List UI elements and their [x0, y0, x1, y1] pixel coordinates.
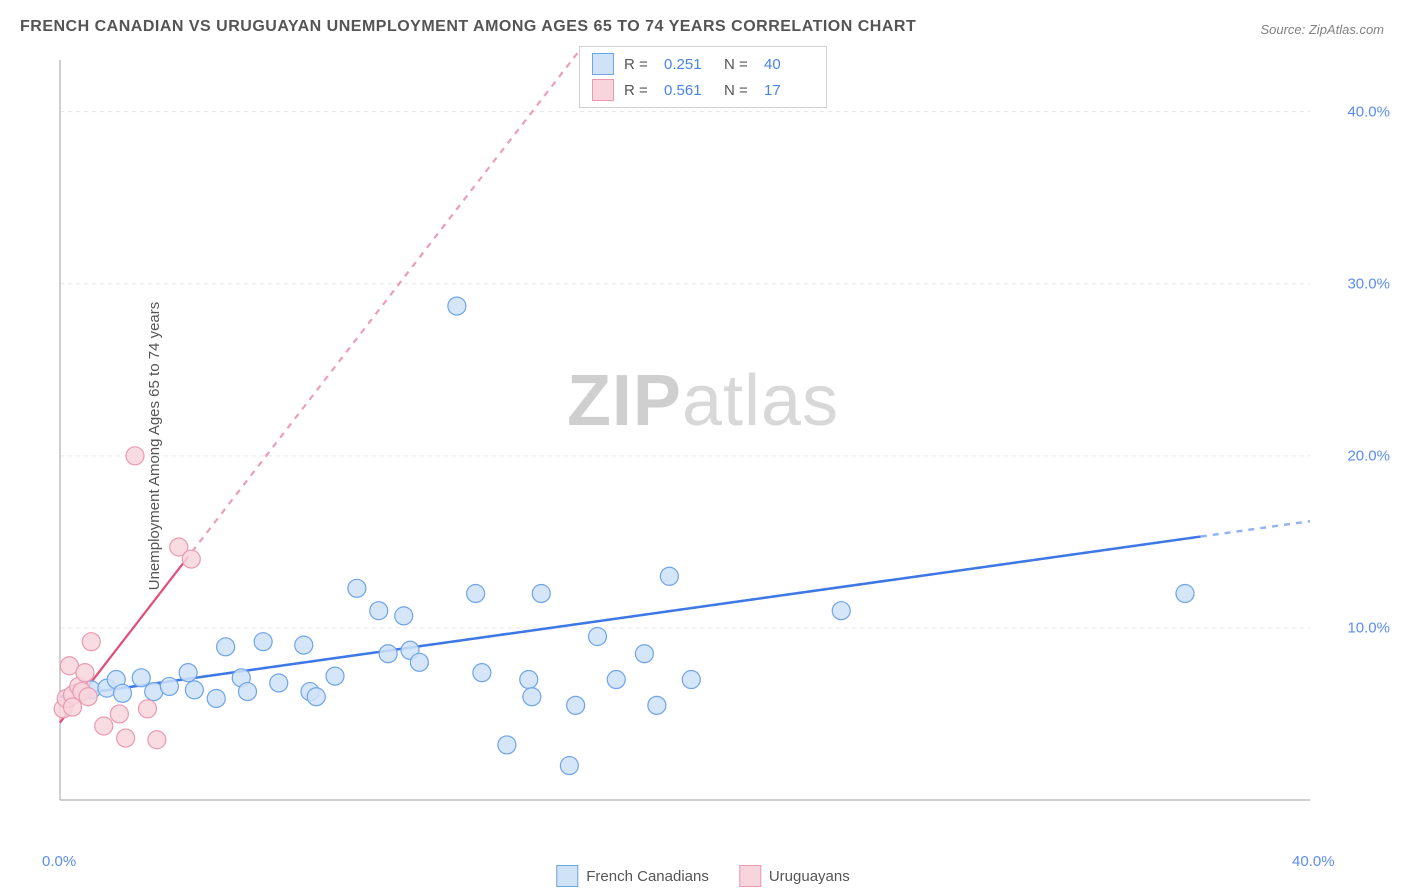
stats-row: R = 0.561 N = 17: [592, 77, 814, 103]
stats-legend: R = 0.251 N = 40 R = 0.561 N = 17: [579, 46, 827, 108]
swatch-icon: [739, 865, 761, 887]
series-legend: French Canadians Uruguayans: [556, 865, 849, 887]
r-label: R =: [624, 82, 654, 99]
y-tick-label: 10.0%: [1347, 619, 1390, 636]
r-value: 0.251: [664, 56, 714, 73]
y-tick-label: 40.0%: [1347, 103, 1390, 120]
legend-label: French Canadians: [586, 868, 709, 885]
legend-item: French Canadians: [556, 865, 709, 887]
swatch-icon: [592, 79, 614, 101]
y-tick-label: 30.0%: [1347, 275, 1390, 292]
r-label: R =: [624, 56, 654, 73]
swatch-icon: [592, 53, 614, 75]
chart-svg: [50, 50, 1380, 840]
x-tick-label: 0.0%: [42, 853, 76, 870]
plot-area: 10.0%20.0%30.0%40.0%0.0%40.0%: [50, 50, 1380, 840]
y-tick-label: 20.0%: [1347, 447, 1390, 464]
n-label: N =: [724, 56, 754, 73]
source-attribution: Source: ZipAtlas.com: [1260, 22, 1384, 37]
legend-label: Uruguayans: [769, 868, 850, 885]
x-tick-label: 40.0%: [1292, 853, 1335, 870]
r-value: 0.561: [664, 82, 714, 99]
legend-item: Uruguayans: [739, 865, 850, 887]
stats-row: R = 0.251 N = 40: [592, 51, 814, 77]
n-label: N =: [724, 82, 754, 99]
chart-title: FRENCH CANADIAN VS URUGUAYAN UNEMPLOYMEN…: [20, 18, 916, 36]
swatch-icon: [556, 865, 578, 887]
n-value: 17: [764, 82, 814, 99]
n-value: 40: [764, 56, 814, 73]
